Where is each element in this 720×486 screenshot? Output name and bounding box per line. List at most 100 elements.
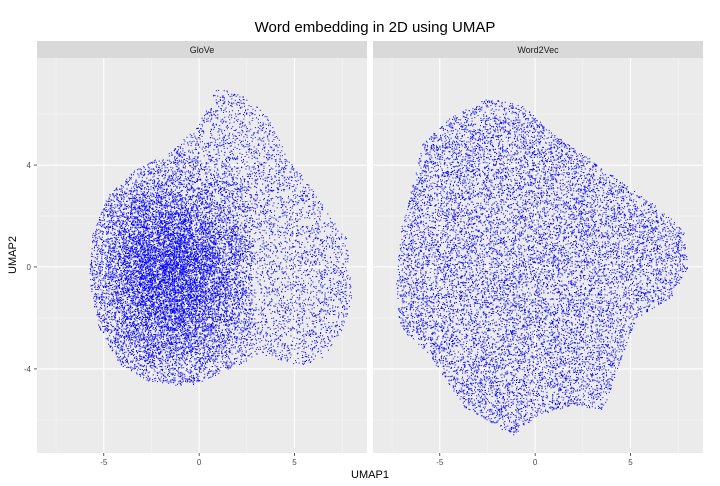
glove-point (325, 226, 326, 227)
glove-point (140, 242, 141, 243)
glove-point (171, 303, 172, 304)
glove-point (314, 326, 315, 327)
glove-point (230, 142, 231, 143)
glove-point (234, 122, 235, 123)
chart-title: Word embedding in 2D using UMAP (255, 19, 496, 36)
glove-point (293, 281, 294, 282)
glove-point (316, 341, 317, 342)
glove-point (148, 263, 149, 264)
glove-point (204, 352, 205, 353)
glove-point (242, 330, 243, 331)
glove-point (274, 329, 275, 330)
glove-point (308, 298, 309, 299)
glove-point (338, 262, 339, 263)
glove-point (176, 233, 177, 234)
glove-point (196, 206, 197, 207)
glove-point (234, 239, 235, 240)
glove-point (269, 141, 270, 142)
glove-point (195, 169, 196, 170)
glove-point (190, 358, 191, 359)
glove-point (346, 259, 347, 260)
glove-point (189, 173, 190, 174)
glove-point (275, 263, 276, 264)
glove-point (280, 170, 281, 171)
glove-point (133, 270, 134, 271)
glove-point (347, 261, 348, 262)
glove-point (302, 317, 303, 318)
glove-point (279, 355, 280, 356)
glove-point (229, 332, 230, 333)
glove-point (249, 242, 250, 243)
glove-point (295, 252, 296, 253)
glove-point (215, 361, 216, 362)
glove-point (126, 225, 127, 226)
glove-point (220, 344, 221, 345)
glove-point (256, 272, 257, 273)
glove-point (276, 248, 277, 249)
glove-point (239, 248, 240, 249)
glove-point (281, 243, 282, 244)
glove-point (106, 209, 107, 210)
glove-point (303, 280, 304, 281)
glove-point (111, 346, 112, 347)
glove-point (131, 325, 132, 326)
glove-point (225, 135, 226, 136)
glove-point (248, 283, 249, 284)
glove-point (169, 371, 170, 372)
glove-point (110, 253, 111, 254)
glove-point (347, 275, 348, 276)
glove-point (284, 172, 285, 173)
glove-point (197, 193, 198, 194)
glove-point (206, 328, 207, 329)
glove-point (229, 194, 230, 195)
glove-point (335, 254, 336, 255)
glove-point (179, 320, 180, 321)
glove-point (176, 326, 177, 327)
glove-point (282, 163, 283, 164)
glove-point (245, 301, 246, 302)
glove-point (103, 244, 104, 245)
glove-point (186, 268, 187, 269)
glove-point (103, 302, 104, 303)
glove-point (258, 170, 259, 171)
glove-point (241, 270, 242, 271)
glove-point (138, 194, 139, 195)
glove-point (163, 345, 164, 346)
glove-point (262, 265, 263, 266)
glove-point (289, 239, 290, 240)
glove-point (272, 141, 273, 142)
glove-point (252, 138, 253, 139)
glove-point (313, 203, 314, 204)
glove-point (311, 256, 312, 257)
glove-point (217, 230, 218, 231)
glove-point (252, 300, 253, 301)
glove-point (266, 292, 267, 293)
glove-point (118, 357, 119, 358)
glove-point (204, 167, 205, 168)
glove-point (148, 363, 149, 364)
glove-point (278, 234, 279, 235)
glove-point (283, 190, 284, 191)
glove-point (243, 302, 244, 303)
glove-point (249, 167, 250, 168)
glove-point (298, 202, 299, 203)
glove-point (241, 182, 242, 183)
glove-point (312, 256, 313, 257)
glove-point (148, 167, 149, 168)
glove-point (247, 181, 248, 182)
glove-point (172, 172, 173, 173)
glove-point (222, 260, 223, 261)
glove-point (287, 228, 288, 229)
glove-point (178, 347, 179, 348)
glove-point (116, 340, 117, 341)
glove-point (220, 178, 221, 179)
glove-point (108, 201, 109, 202)
glove-point (188, 300, 189, 301)
glove-point (271, 198, 272, 199)
glove-point (226, 161, 227, 162)
glove-point (230, 288, 231, 289)
glove-point (180, 264, 181, 265)
glove-point (168, 356, 169, 357)
glove-point (309, 236, 310, 237)
glove-point (206, 180, 207, 181)
